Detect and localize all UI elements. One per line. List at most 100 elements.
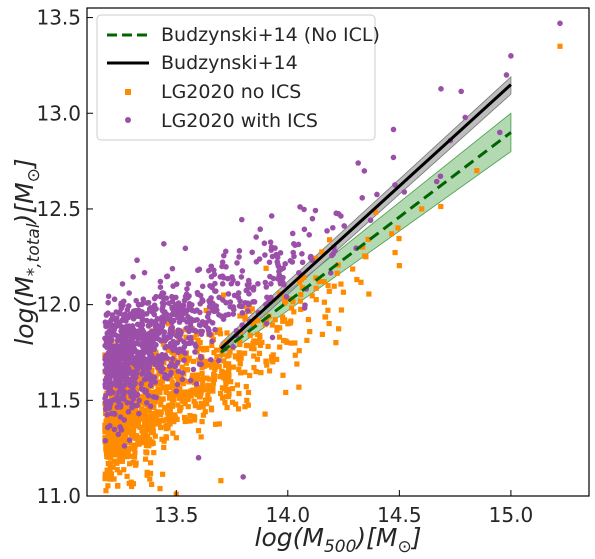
point-no-ics	[150, 423, 156, 429]
point-no-ics	[212, 366, 218, 372]
point-no-ics	[229, 385, 236, 392]
point-with-ics	[102, 406, 109, 412]
point-with-ics	[312, 207, 319, 214]
point-no-ics	[274, 356, 280, 362]
point-no-ics	[191, 334, 197, 340]
point-no-ics	[114, 467, 120, 473]
point-no-ics	[208, 407, 215, 413]
point-with-ics	[219, 281, 226, 287]
point-no-ics	[114, 429, 120, 435]
point-with-ics	[176, 346, 183, 352]
point-no-ics	[178, 356, 184, 362]
point-no-ics	[325, 307, 331, 313]
point-no-ics	[199, 419, 205, 425]
point-no-ics	[253, 369, 259, 375]
x-tick-label: 14.0	[266, 503, 311, 527]
point-with-ics	[361, 168, 368, 174]
point-no-ics	[130, 459, 136, 466]
point-with-ics	[104, 330, 111, 336]
point-no-ics	[224, 404, 230, 411]
point-with-ics	[175, 329, 181, 336]
point-no-ics	[292, 352, 298, 358]
point-no-ics	[124, 397, 130, 403]
point-with-ics	[209, 338, 215, 345]
point-no-ics	[146, 443, 152, 449]
point-with-ics	[246, 291, 252, 297]
point-no-ics	[200, 384, 206, 390]
point-with-ics	[205, 267, 212, 274]
point-no-ics	[326, 320, 332, 327]
point-no-ics	[121, 412, 127, 418]
point-no-ics	[137, 424, 143, 430]
point-with-ics	[140, 296, 147, 303]
point-no-ics	[123, 386, 129, 392]
point-no-ics	[205, 392, 211, 399]
point-no-ics	[148, 397, 155, 403]
point-no-ics	[108, 471, 115, 477]
point-no-ics	[266, 368, 273, 374]
point-with-ics	[263, 320, 270, 327]
point-no-ics	[156, 410, 162, 416]
point-with-ics	[163, 343, 170, 350]
point-with-ics	[238, 216, 245, 223]
point-no-ics	[144, 379, 151, 385]
point-no-ics	[123, 420, 129, 426]
plot-frame	[86, 7, 590, 497]
point-no-ics	[192, 403, 198, 409]
point-no-ics	[117, 453, 123, 459]
point-no-ics	[119, 449, 126, 455]
point-no-ics	[313, 297, 319, 303]
point-with-ics	[103, 360, 110, 367]
point-no-ics	[167, 395, 173, 401]
y-tick-label: 12.0	[36, 293, 81, 317]
point-with-ics	[229, 274, 235, 280]
point-with-ics	[306, 232, 313, 238]
point-with-ics	[496, 129, 503, 136]
point-no-ics	[233, 401, 239, 407]
point-with-ics	[262, 279, 269, 286]
point-with-ics	[208, 273, 215, 280]
point-with-ics	[122, 316, 129, 322]
point-no-ics	[396, 235, 402, 242]
point-no-ics	[254, 331, 261, 338]
point-no-ics	[277, 344, 283, 350]
point-no-ics	[102, 476, 108, 482]
point-with-ics	[223, 299, 229, 306]
point-no-ics	[151, 398, 158, 404]
point-no-ics	[160, 471, 166, 477]
point-with-ics	[198, 361, 204, 368]
point-with-ics	[113, 376, 119, 383]
point-with-ics	[462, 114, 468, 121]
point-with-ics	[136, 352, 143, 358]
point-with-ics	[119, 353, 125, 359]
point-no-ics	[133, 423, 139, 429]
point-no-ics	[111, 452, 118, 458]
point-no-ics	[182, 401, 188, 407]
point-no-ics	[237, 313, 243, 319]
point-with-ics	[148, 329, 155, 336]
point-with-ics	[224, 275, 231, 282]
point-no-ics	[150, 425, 156, 432]
point-with-ics	[123, 323, 130, 330]
point-no-ics	[188, 393, 194, 399]
point-no-ics	[106, 433, 112, 439]
point-no-ics	[147, 470, 154, 477]
point-no-ics	[277, 325, 283, 331]
point-no-ics	[252, 317, 258, 323]
point-no-ics	[198, 400, 205, 407]
point-no-ics	[242, 316, 248, 322]
point-no-ics	[102, 429, 108, 435]
point-with-ics	[175, 308, 182, 314]
point-with-ics	[114, 319, 121, 325]
point-no-ics	[191, 413, 197, 420]
point-no-ics	[139, 428, 145, 434]
point-no-ics	[242, 312, 248, 319]
point-no-ics	[111, 476, 117, 482]
point-no-ics	[212, 359, 218, 365]
point-with-ics	[245, 285, 252, 291]
point-with-ics	[296, 270, 302, 276]
point-no-ics	[170, 383, 176, 389]
point-no-ics	[313, 275, 319, 281]
point-no-ics	[255, 318, 261, 324]
point-with-ics	[116, 357, 123, 363]
